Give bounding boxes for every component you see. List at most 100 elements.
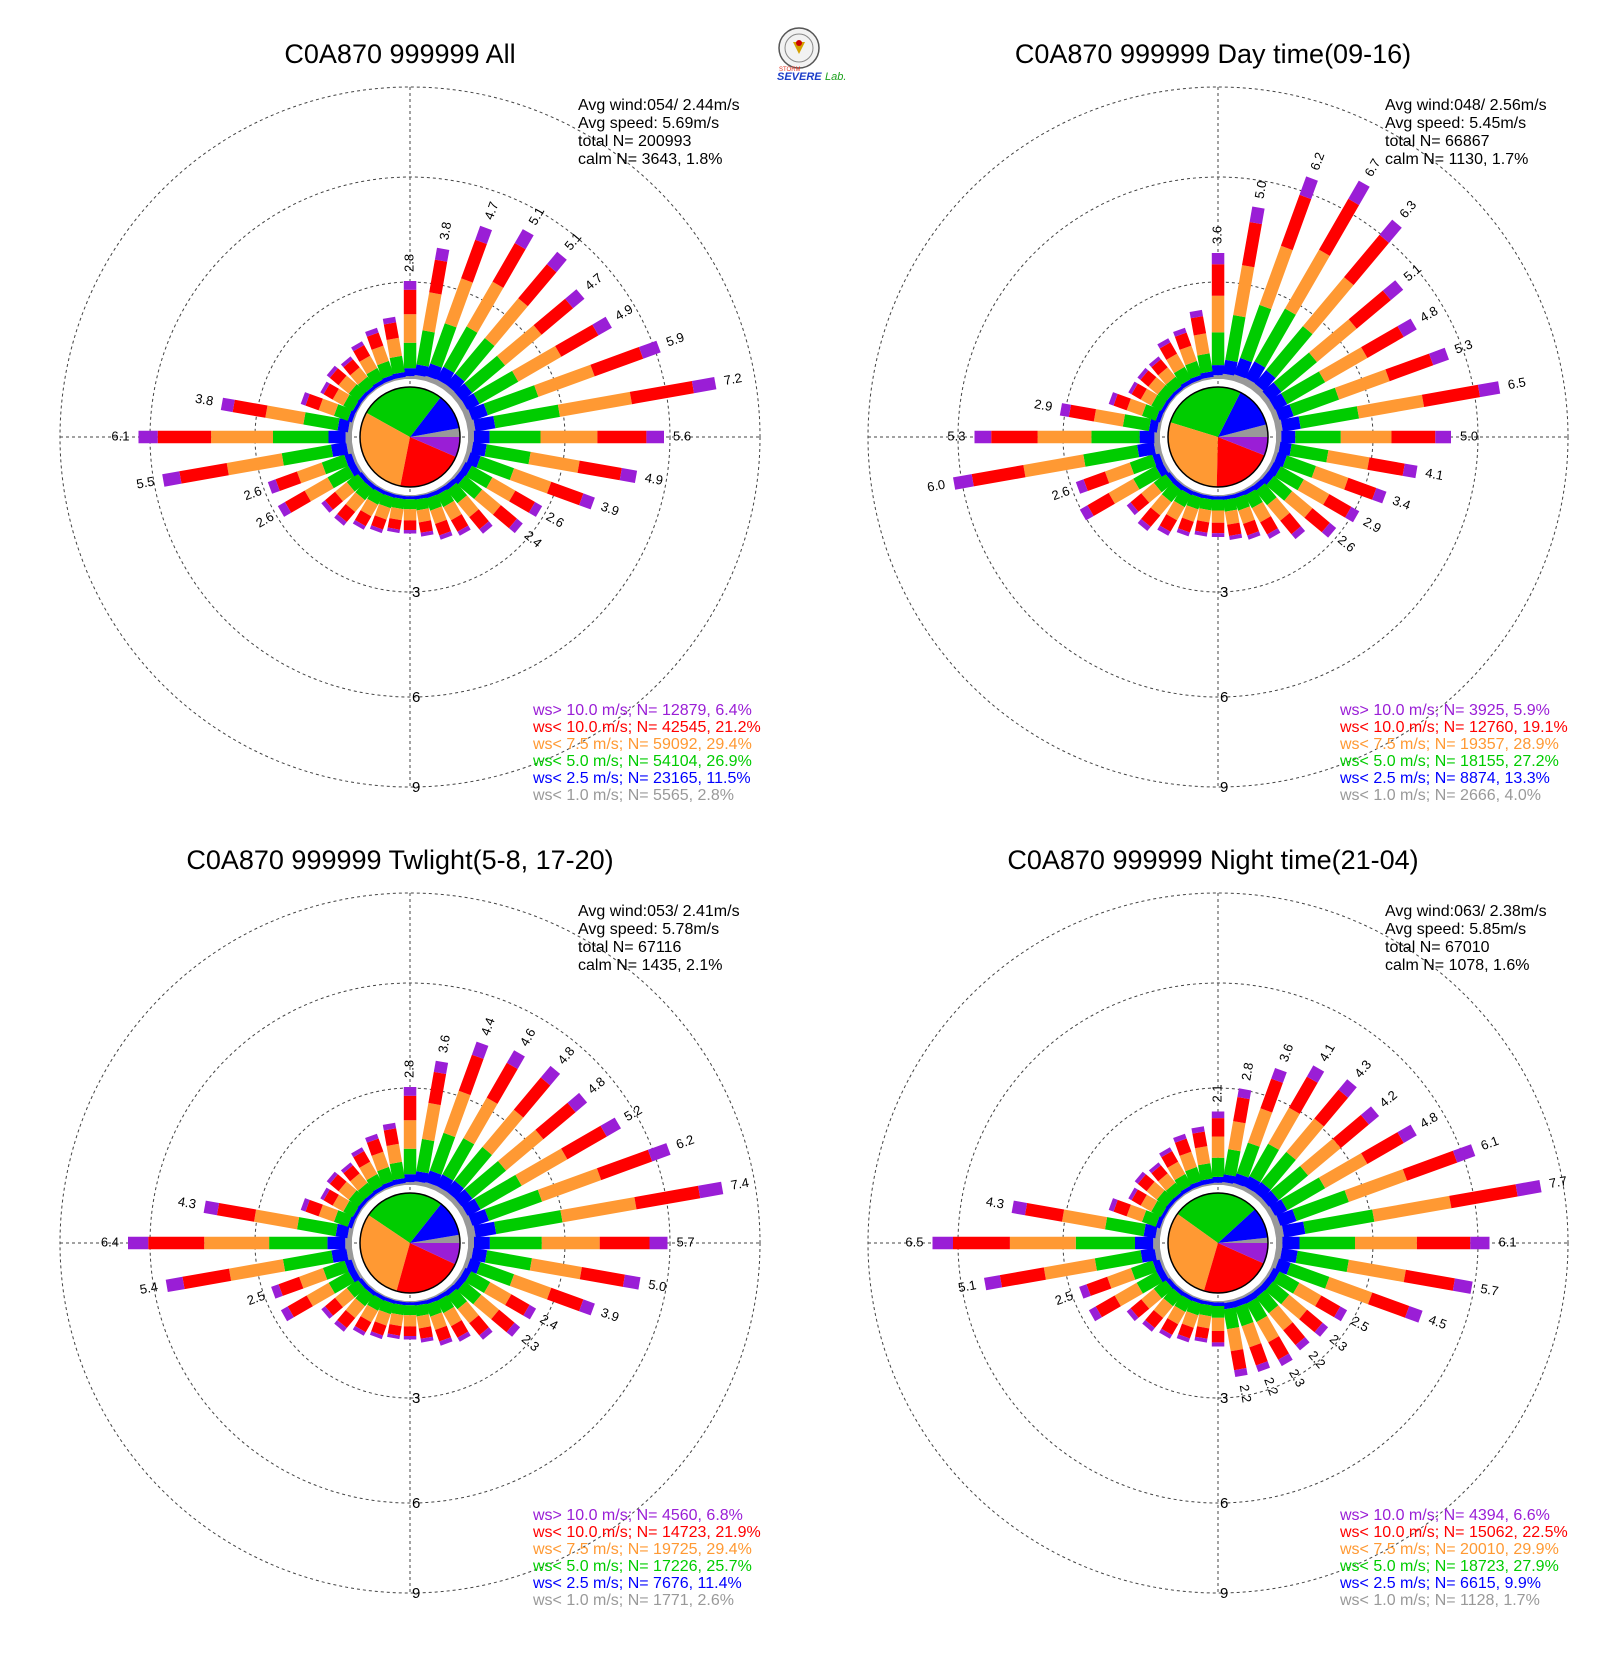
bar-value-label: 5.1: [561, 230, 584, 253]
bar-segment: [1193, 333, 1210, 356]
bar-segment: [1254, 370, 1276, 392]
bar-segment: [1023, 454, 1086, 478]
bar-segment: [365, 327, 379, 337]
bar-segment: [1153, 1236, 1160, 1250]
bar-segment: [1318, 1153, 1368, 1189]
bar-value-label: 4.8: [554, 1044, 577, 1067]
bar-segment: [424, 375, 438, 385]
bar-segment: [1221, 373, 1236, 381]
bar-segment: [1232, 489, 1245, 495]
bar-segment: [1211, 1157, 1225, 1177]
bar-segment: [1143, 1223, 1158, 1239]
bar-segment: [382, 374, 396, 384]
bar-segment: [1137, 442, 1156, 458]
bar-segment: [1270, 409, 1280, 423]
bar-segment: [1270, 451, 1278, 464]
bar-segment: [382, 1180, 396, 1190]
bar-segment: [1274, 466, 1304, 491]
bar-segment: [512, 346, 562, 382]
bar-segment: [331, 1247, 349, 1263]
bar-segment: [1372, 1195, 1452, 1222]
bar-segment: [461, 1198, 481, 1217]
bar-segment: [1222, 494, 1236, 501]
bar-value-label: 3.9: [599, 499, 621, 519]
bar-segment: [1105, 1217, 1146, 1237]
bar-segment: [1274, 1246, 1283, 1261]
bar-segment: [1295, 1250, 1349, 1272]
bar-dir-70: 6.1: [1270, 1133, 1501, 1229]
bar-segment: [1186, 494, 1203, 510]
bar-segment: [365, 1191, 377, 1202]
bar-segment: [1299, 176, 1318, 200]
bar-segment: [1211, 332, 1225, 366]
bar-segment: [1173, 1133, 1187, 1143]
bar-segment: [1268, 1107, 1300, 1150]
avg-speed-text: Avg speed: 5.45m/s: [1385, 115, 1526, 132]
bar-segment: [1153, 1298, 1173, 1318]
bar-segment: [354, 1316, 372, 1333]
bar-segment: [1194, 1336, 1208, 1343]
bar-segment: [321, 454, 349, 475]
bar-segment: [374, 504, 391, 520]
bar-segment: [1314, 1089, 1349, 1127]
bar-segment: [1059, 403, 1071, 417]
bar-value-label: 5.3: [947, 428, 965, 443]
bar-segment: [1278, 1353, 1293, 1367]
bar-value-label: 5.6: [673, 428, 691, 443]
bar-segment: [1515, 1180, 1542, 1197]
bar-segment: [1176, 528, 1190, 537]
bar-segment: [459, 462, 472, 477]
bar-segment: [271, 1284, 283, 1299]
bar-segment: [1168, 1200, 1178, 1211]
ring-label: 6: [412, 689, 420, 706]
bar-segment: [1260, 1277, 1274, 1291]
bar-dir-20: 6.2: [1232, 150, 1327, 385]
legend-entry: ws> 10.0 m/s; N= 4560, 6.8%: [532, 1507, 743, 1524]
bar-segment: [1161, 1318, 1179, 1335]
pie-slice: [1218, 1237, 1268, 1243]
bar-segment: [424, 1295, 437, 1301]
bar-segment: [306, 1282, 335, 1307]
legend-entry: ws< 1.0 m/s; N= 1128, 1.7%: [1339, 1592, 1540, 1609]
bar-value-label: 5.1: [957, 1277, 977, 1295]
bar-segment: [1267, 528, 1281, 539]
bar-dir-210: [1157, 484, 1195, 536]
bar-segment: [492, 243, 526, 288]
bar-value-label: 4.1: [1316, 1041, 1338, 1064]
bar-segment: [1173, 327, 1187, 337]
bar-dir-180: [1211, 1301, 1225, 1347]
bar-dir-0: 2.8: [401, 254, 416, 379]
bar-segment: [1234, 357, 1252, 379]
bar-segment: [486, 477, 516, 502]
bar-segment: [555, 324, 599, 357]
bar-dir-340: [1173, 327, 1204, 385]
bar-value-label: 3.6: [435, 1034, 453, 1054]
bar-segment: [403, 509, 417, 521]
avg-wind-text: Avg wind:063/ 2.38m/s: [1385, 903, 1547, 920]
bar-dir-200: [369, 489, 396, 534]
bar-segment: [318, 1204, 339, 1222]
bar-dir-130: 2.6: [1258, 469, 1358, 555]
bar-segment: [461, 393, 480, 411]
bar-segment: [326, 1171, 338, 1184]
bar-value-label: 5.1: [1401, 261, 1424, 284]
bar-segment: [1141, 1288, 1162, 1309]
bar-segment: [277, 502, 292, 517]
bar-segment: [457, 400, 468, 414]
bar-segment: [418, 1326, 433, 1339]
bar-segment: [1291, 526, 1306, 540]
ring-label: 9: [412, 779, 420, 796]
bar-segment: [348, 1267, 361, 1283]
bar-value-label: 6.1: [111, 428, 129, 443]
bar-segment: [547, 1287, 584, 1312]
bar-segment: [1211, 1331, 1225, 1343]
legend-entry: ws> 10.0 m/s; N= 3925, 5.9%: [1339, 702, 1550, 719]
bar-segment: [1137, 367, 1149, 380]
bar-dir-160: 2.2: [1232, 1295, 1281, 1397]
bar-segment: [299, 1268, 328, 1289]
bar-dir-120: 2.9: [1265, 460, 1384, 536]
bar-segment: [1011, 1200, 1028, 1216]
bar-segment: [452, 471, 466, 485]
bar-segment: [1182, 484, 1195, 492]
bar-segment: [1190, 490, 1204, 499]
